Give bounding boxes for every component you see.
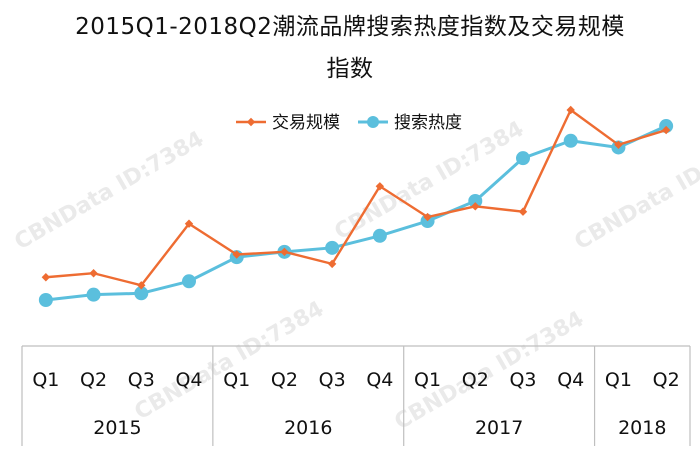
data-point	[614, 140, 623, 149]
data-point	[563, 133, 578, 148]
chart-title: 2015Q1-2018Q2潮流品牌搜索热度指数及交易规模指数	[75, 14, 625, 82]
x-tick-label: Q2	[653, 369, 680, 391]
data-point	[38, 293, 53, 307]
legend-label: 交易规模	[272, 113, 340, 133]
data-point	[86, 287, 101, 302]
x-tick-label: Q1	[32, 369, 59, 391]
legend-label: 搜索热度	[394, 113, 462, 133]
x-tick-label: Q1	[414, 369, 441, 391]
data-point	[372, 228, 387, 243]
data-point	[325, 240, 340, 255]
x-tick-label: Q4	[557, 369, 584, 391]
x-tick-label: Q3	[319, 369, 346, 391]
x-tick-label: Q2	[80, 369, 107, 391]
data-point	[471, 202, 480, 211]
data-point	[232, 250, 241, 259]
data-point	[89, 269, 98, 278]
data-point	[134, 286, 149, 301]
x-tick-label: Q1	[605, 369, 632, 391]
data-point	[423, 212, 432, 222]
x-tick-label: Q2	[271, 369, 298, 391]
data-point	[661, 125, 671, 135]
x-tick-label: Q4	[175, 369, 202, 391]
legend-marker	[246, 117, 256, 127]
data-point	[41, 273, 51, 282]
x-tick-label: Q4	[366, 369, 393, 391]
watermark-text: CBNData ID:7384	[571, 127, 700, 256]
data-point	[182, 274, 196, 289]
x-group-label: 2016	[284, 417, 332, 439]
x-group-label: 2018	[618, 417, 666, 439]
watermark-text: CBNData ID:7384	[131, 297, 329, 426]
legend-marker	[367, 116, 379, 128]
data-point	[516, 151, 530, 166]
chart-title-wrap: 2015Q1-2018Q2潮流品牌搜索热度指数及交易规模指数	[0, 6, 700, 90]
data-point	[327, 259, 337, 269]
x-tick-label: Q3	[509, 369, 536, 391]
series-line	[45, 108, 667, 287]
data-point	[184, 219, 194, 228]
series-line	[45, 124, 667, 302]
x-group-label: 2015	[93, 417, 141, 439]
x-tick-label: Q1	[223, 369, 250, 391]
x-group-label: 2017	[475, 417, 523, 439]
data-point	[468, 193, 483, 208]
data-point	[375, 182, 385, 191]
data-point	[518, 207, 528, 216]
data-point	[566, 105, 575, 115]
data-point	[137, 281, 146, 290]
x-tick-label: Q2	[462, 369, 489, 391]
data-point	[280, 247, 289, 257]
x-tick-label: Q3	[128, 369, 155, 391]
